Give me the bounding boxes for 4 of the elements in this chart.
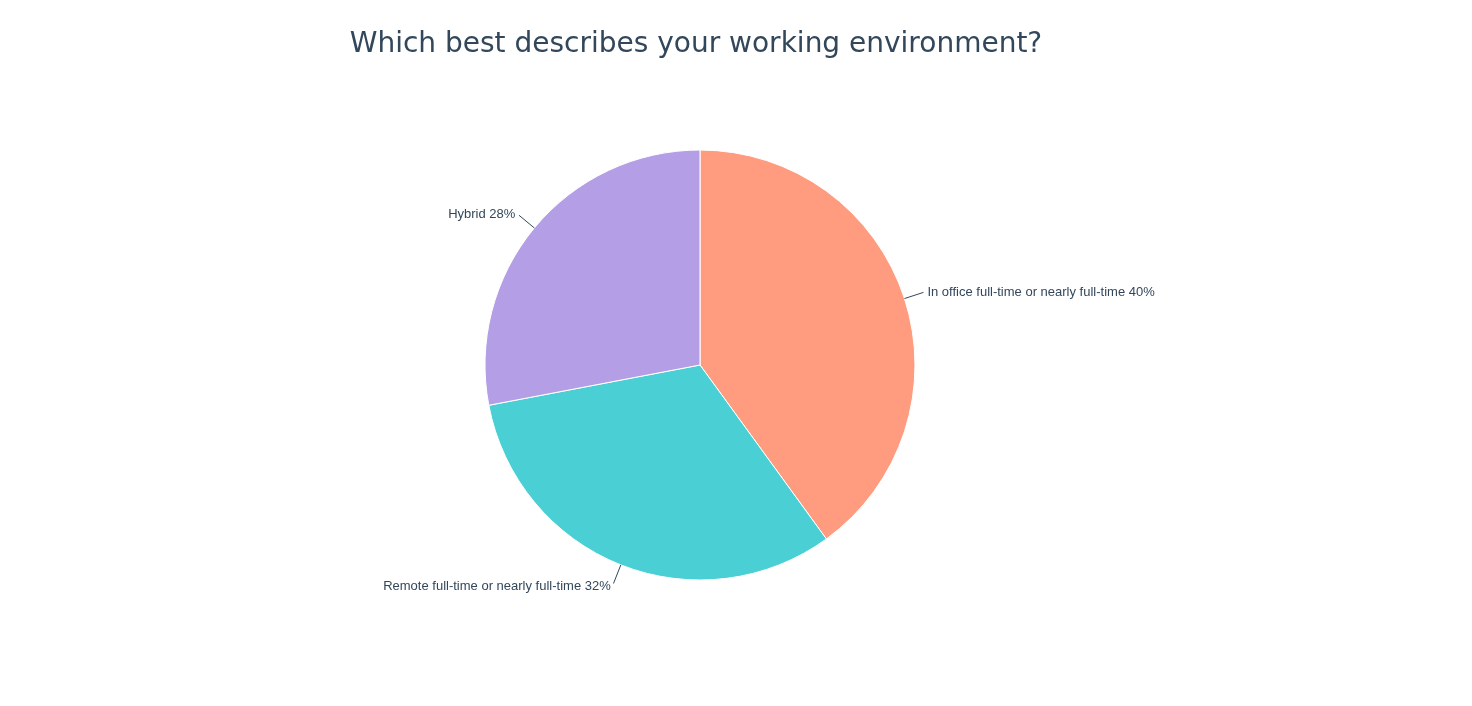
chart-title: Which best describes your working environment? — [348, 26, 1044, 59]
slice-label: Remote full-time or nearly full-time 32% — [383, 577, 612, 593]
slice-label: Hybrid 28% — [448, 206, 516, 222]
slice-label: In office full-time or nearly full-time 40% — [927, 284, 1156, 300]
